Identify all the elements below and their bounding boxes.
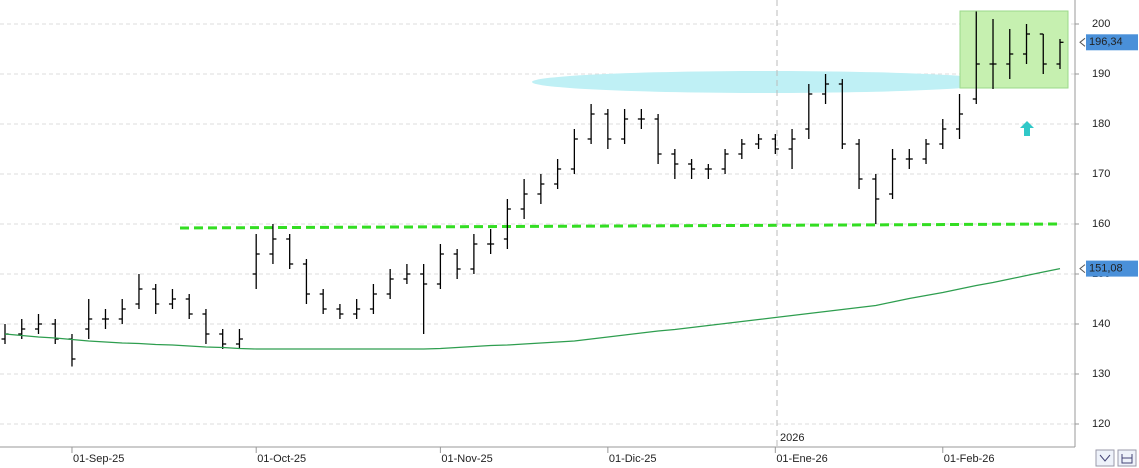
x-tick-label: 01-Oct-25 (257, 453, 306, 465)
y-tick-label: 200 (1092, 18, 1110, 30)
year-label: 2026 (780, 432, 804, 444)
plot (1, 11, 1064, 367)
x-tick-label: 01-Nov-25 (441, 453, 492, 465)
resistance-zone (532, 71, 1000, 93)
price-marker (1086, 34, 1138, 51)
y-tick-label: 130 (1092, 368, 1110, 380)
support-line (179, 222, 1061, 230)
x-tick-label: 01-Sep-25 (73, 453, 124, 465)
expand-icon (1121, 454, 1133, 464)
y-tick-label: 160 (1092, 218, 1110, 230)
x-tick-label: 01-Ene-26 (776, 453, 827, 465)
moving-average (4, 268, 1061, 350)
scroll-button[interactable] (1095, 449, 1115, 467)
x-tick-label: 01-Dic-25 (609, 453, 657, 465)
price-marker (1086, 260, 1138, 277)
y-tick-label: 120 (1092, 418, 1110, 430)
y-tick-label: 190 (1092, 68, 1110, 80)
price-pointer (1079, 37, 1086, 47)
price-marker-label: 151,08 (1089, 263, 1123, 275)
up-arrow (1020, 121, 1034, 136)
price-marker-label: 196,34 (1089, 36, 1123, 48)
price-pointer (1079, 264, 1086, 273)
scroll-icon (1099, 454, 1111, 462)
y-tick-label: 180 (1092, 118, 1110, 130)
y-tick-label: 140 (1092, 318, 1110, 330)
range-box (959, 10, 1069, 89)
x-tick-label: 01-Feb-26 (944, 453, 995, 465)
y-tick-label: 170 (1092, 168, 1110, 180)
